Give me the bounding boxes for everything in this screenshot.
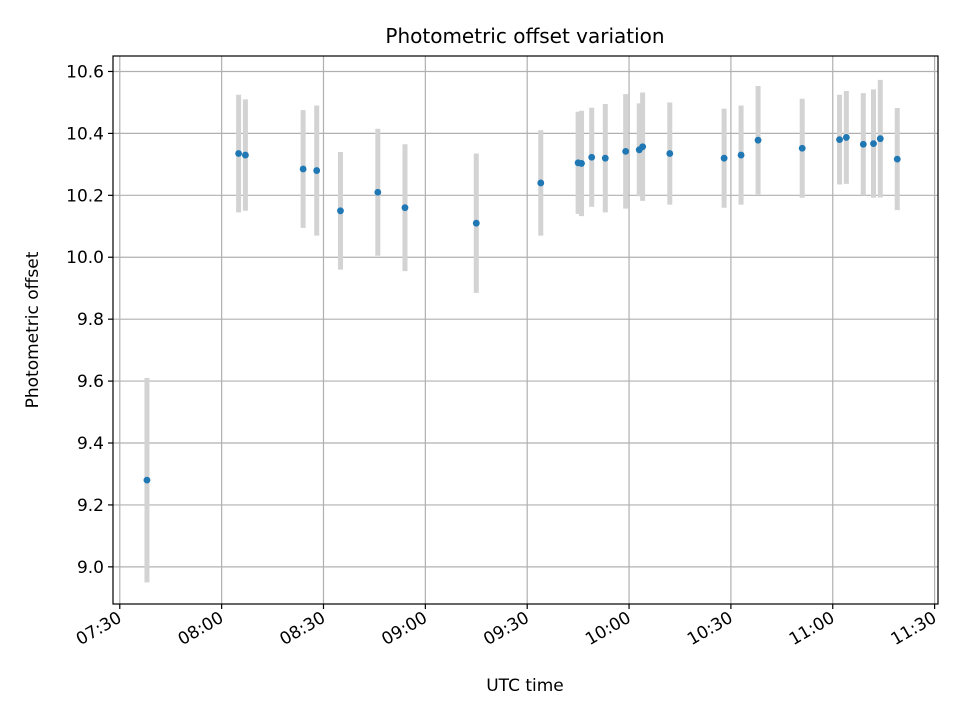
data-point [601,154,609,162]
data-point [859,140,867,148]
plot-frame [112,55,939,605]
y-tick-label: 10.4 [66,124,104,144]
data-point [720,154,728,162]
x-axis-title: UTC time [486,676,564,696]
y-axis-ticks: 9.0 9.2 9.4 9.6 9.8 10.0 10.2 10.4 10.6 [66,62,113,578]
y-tick-label: 10.2 [66,186,104,206]
data-point [836,136,843,143]
data-point [622,147,630,155]
data-point [242,151,249,159]
data-point [737,151,745,159]
data-point [299,165,307,173]
data-point [143,476,151,484]
data-point [893,155,901,163]
data-point [754,136,762,144]
data-point [666,150,674,157]
data-point [578,160,585,167]
y-tick-label: 9.0 [77,558,104,578]
data-point [798,144,806,152]
data-point [374,188,382,196]
y-tick-label: 10.6 [66,62,104,82]
data-point [472,219,480,227]
y-tick-label: 10.0 [66,248,104,268]
data-point [588,153,596,161]
data-point [870,140,877,148]
data-points [143,134,901,484]
grid-lines [113,56,938,604]
data-point [842,134,850,141]
data-point [235,150,243,157]
data-point [313,167,321,174]
data-point [401,204,409,212]
data-point [876,135,884,143]
data-point [537,179,545,187]
y-tick-label: 9.2 [77,496,104,516]
y-tick-label: 9.8 [77,310,104,330]
data-point [639,143,647,151]
data-point [337,207,344,215]
y-axis-title: Photometric offset [23,251,43,408]
y-tick-label: 9.4 [77,434,104,454]
y-tick-label: 9.6 [77,372,104,392]
chart-title: Photometric offset variation [385,24,664,48]
